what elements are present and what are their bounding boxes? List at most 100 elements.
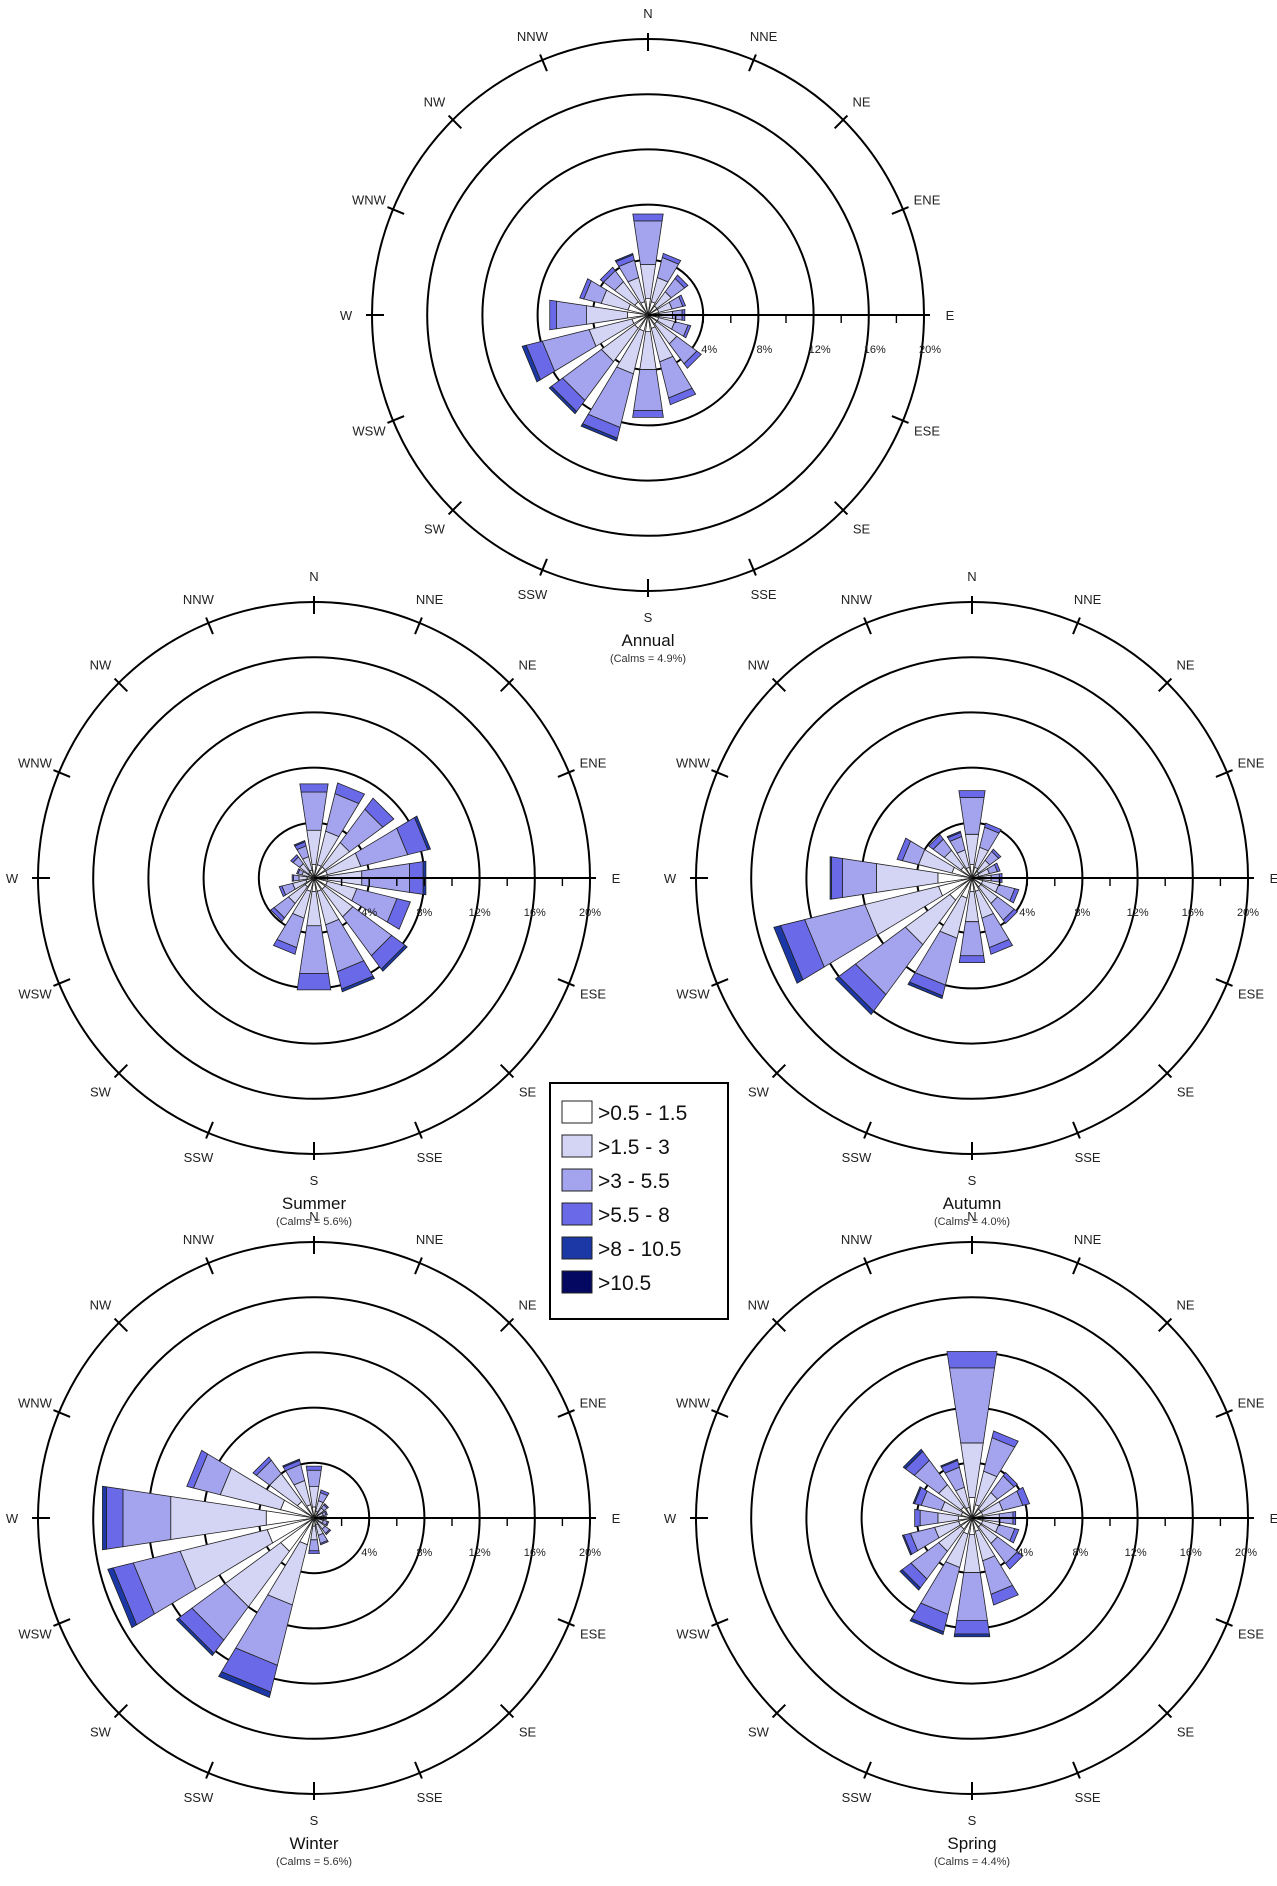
radial-tick-label: 16% bbox=[1182, 907, 1204, 919]
direction-tick bbox=[499, 1703, 515, 1719]
petal-wsw-bin-5 bbox=[521, 344, 541, 383]
direction-label-e: E bbox=[1270, 1511, 1277, 1526]
petal-se-bin-4 bbox=[324, 1528, 332, 1536]
petal-ssw-bin-5 bbox=[907, 981, 944, 1000]
direction-tick bbox=[771, 1703, 787, 1719]
petal-w-bin-2 bbox=[937, 1512, 959, 1524]
petal-ssw-bin-4 bbox=[272, 938, 298, 955]
direction-label-n: N bbox=[309, 1209, 318, 1224]
direction-label-ene: ENE bbox=[1238, 1395, 1265, 1410]
radial-tick-label: 20% bbox=[1235, 1547, 1257, 1559]
direction-label-s: S bbox=[644, 610, 653, 625]
direction-label-sw: SW bbox=[748, 1725, 770, 1740]
direction-tick bbox=[113, 677, 129, 693]
direction-label-sse: SSE bbox=[1075, 1150, 1101, 1165]
radial-tick-label: 20% bbox=[919, 344, 941, 356]
rose-title: Spring bbox=[947, 1834, 996, 1853]
radial-tick-label: 16% bbox=[1180, 1547, 1202, 1559]
radial-tick-label: 8% bbox=[1072, 1547, 1088, 1559]
direction-label-nw: NW bbox=[424, 94, 446, 109]
rose-calms-label: (Calms = 4.0%) bbox=[934, 1216, 1010, 1228]
direction-label-wsw: WSW bbox=[352, 424, 386, 439]
direction-label-nnw: NNW bbox=[841, 592, 873, 607]
direction-tick bbox=[891, 415, 909, 424]
petal-w-bin-4 bbox=[106, 1486, 124, 1550]
direction-tick bbox=[414, 1121, 423, 1139]
direction-label-ene: ENE bbox=[580, 755, 607, 770]
petal-wsw-bin-5 bbox=[107, 1567, 138, 1629]
petal-nnw-bin-5 bbox=[940, 1458, 959, 1468]
petal-ese-bin-4 bbox=[1009, 888, 1020, 904]
direction-tick bbox=[1072, 1257, 1081, 1275]
direction-tick bbox=[557, 769, 575, 778]
petal-sse-bin-4 bbox=[668, 387, 697, 406]
direction-tick bbox=[833, 114, 849, 130]
direction-label-wnw: WNW bbox=[676, 755, 711, 770]
direction-label-s: S bbox=[968, 1173, 977, 1188]
petal-nw-bin-5 bbox=[902, 1448, 924, 1470]
direction-tick bbox=[711, 1618, 729, 1627]
rose-title: Summer bbox=[282, 1194, 347, 1213]
petal-se-bin-5 bbox=[380, 944, 408, 972]
rose-calms-label: (Calms = 4.9%) bbox=[610, 653, 686, 665]
petal-n-bin-4 bbox=[299, 783, 329, 793]
rose-calms-label: (Calms = 5.6%) bbox=[276, 1216, 352, 1228]
direction-label-n: N bbox=[309, 569, 318, 584]
direction-label-nw: NW bbox=[90, 657, 112, 672]
petal-nnw-bin-5 bbox=[282, 1458, 301, 1468]
petal-ssw-bin-5 bbox=[909, 1617, 945, 1636]
radial-tick-label: 20% bbox=[579, 1547, 601, 1559]
petal-s-bin-3 bbox=[959, 921, 985, 957]
direction-tick bbox=[1157, 1703, 1173, 1719]
petal-sw-bin-5 bbox=[175, 1617, 215, 1657]
direction-label-s: S bbox=[310, 1173, 319, 1188]
direction-label-w: W bbox=[340, 308, 353, 323]
direction-tick bbox=[833, 500, 849, 516]
petal-sse-bin-5 bbox=[341, 975, 376, 993]
petal-nnw-bin-5 bbox=[946, 830, 962, 839]
direction-label-sw: SW bbox=[424, 522, 446, 537]
radial-tick-label: 4% bbox=[361, 907, 377, 919]
petal-s-bin-3 bbox=[308, 1539, 320, 1552]
direction-tick bbox=[414, 1761, 423, 1779]
petal-s-bin-5 bbox=[953, 1633, 991, 1638]
direction-tick bbox=[863, 1121, 872, 1139]
petal-ne-bin-4 bbox=[674, 274, 689, 289]
direction-label-w: W bbox=[6, 1511, 19, 1526]
direction-tick bbox=[1157, 1063, 1173, 1079]
direction-label-nne: NNE bbox=[416, 1232, 444, 1247]
petal-ne-bin-4 bbox=[1002, 1471, 1019, 1488]
petal-s-bin-3 bbox=[633, 369, 663, 411]
direction-label-w: W bbox=[664, 1511, 677, 1526]
legend-label: >10.5 bbox=[598, 1272, 651, 1295]
direction-tick bbox=[499, 677, 515, 693]
direction-tick bbox=[771, 1063, 787, 1079]
direction-tick bbox=[387, 415, 405, 424]
petal-sse-bin-4 bbox=[990, 1584, 1019, 1606]
petal-n-bin-4 bbox=[946, 1351, 998, 1369]
direction-tick bbox=[1157, 677, 1173, 693]
petal-ssw-bin-5 bbox=[218, 1671, 272, 1699]
direction-label-wsw: WSW bbox=[676, 987, 710, 1002]
radial-tick-label: 8% bbox=[416, 907, 432, 919]
legend-swatch bbox=[561, 1134, 593, 1158]
petal-nw-bin-4 bbox=[928, 834, 944, 850]
radial-tick-label: 8% bbox=[416, 1547, 432, 1559]
petal-nne-bin-4 bbox=[334, 782, 366, 805]
rose-calms-label: (Calms = 4.4%) bbox=[934, 1856, 1010, 1868]
petal-w-bin-5 bbox=[829, 856, 832, 900]
direction-tick bbox=[748, 558, 757, 576]
petal-ene-bin-4 bbox=[1016, 1486, 1031, 1506]
direction-label-ssw: SSW bbox=[842, 1150, 872, 1165]
direction-label-sw: SW bbox=[748, 1085, 770, 1100]
direction-label-n: N bbox=[643, 6, 652, 21]
radial-tick-label: 20% bbox=[579, 907, 601, 919]
petal-w-bin-3 bbox=[122, 1488, 172, 1548]
direction-tick bbox=[414, 1257, 423, 1275]
petal-s-bin-4 bbox=[632, 410, 664, 418]
direction-label-ne: NE bbox=[1177, 1297, 1195, 1312]
petal-wsw-bin-5 bbox=[773, 925, 804, 984]
petal-sse-bin-4 bbox=[319, 1539, 329, 1546]
direction-label-w: W bbox=[664, 871, 677, 886]
legend-swatch bbox=[561, 1168, 593, 1192]
